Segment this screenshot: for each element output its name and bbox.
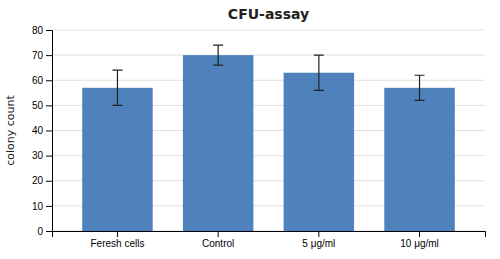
plot: 0 10 20 30 40 50 60 70 80 Feresh cells Control 5 μg… — [32, 25, 486, 249]
y-tick: 80 — [32, 25, 52, 36]
y-tick-label: 30 — [32, 150, 44, 161]
y-tick-mark — [46, 156, 52, 157]
x-tick-label: Control — [202, 238, 234, 249]
bar — [384, 88, 454, 231]
bars — [82, 45, 455, 231]
x-tick-mark — [117, 231, 118, 237]
x-tick-mark — [318, 231, 319, 237]
bar — [284, 73, 354, 231]
x-tick: 10 μg/ml — [400, 231, 439, 249]
y-tick-mark — [46, 105, 52, 106]
y-tick-mark — [46, 80, 52, 81]
y-tick: 0 — [37, 226, 52, 237]
y-tick-mark — [46, 131, 52, 132]
y-tick-label: 60 — [32, 75, 44, 86]
chart: 0 10 20 30 40 50 60 70 80 Feresh cells Control 5 μg… — [0, 0, 500, 259]
y-tick: 40 — [32, 125, 52, 136]
x-axis-line — [53, 232, 486, 238]
y-tick-label: 10 — [32, 201, 44, 212]
y-tick-label: 70 — [32, 50, 44, 61]
y-tick-label: 0 — [37, 226, 43, 237]
y-tick: 20 — [32, 175, 52, 186]
y-tick-mark — [46, 30, 52, 31]
x-tick: Feresh cells — [91, 231, 145, 249]
y-axis-title: colony count — [4, 95, 17, 166]
x-tick: Control — [202, 231, 234, 249]
y-tick-label: 40 — [32, 125, 44, 136]
x-tick-label: Feresh cells — [91, 238, 145, 249]
y-tick: 10 — [32, 201, 52, 212]
error-bar — [415, 75, 425, 100]
x-tick-mark — [419, 231, 420, 237]
x-tick-mark — [218, 231, 219, 237]
y-tick-mark — [46, 55, 52, 56]
y-tick-label: 80 — [32, 25, 44, 36]
x-tick-label: 10 μg/ml — [400, 238, 439, 249]
y-tick: 50 — [32, 100, 52, 111]
y-tick: 60 — [32, 75, 52, 86]
error-bar — [213, 45, 223, 65]
x-tick: 5 μg/ml — [302, 231, 335, 249]
title: CFU-assay — [228, 6, 309, 22]
error-bar — [314, 55, 324, 90]
y-axis: 0 10 20 30 40 50 60 70 80 — [32, 25, 53, 237]
y-tick: 30 — [32, 150, 52, 161]
y-tick: 70 — [32, 50, 52, 61]
y-tick-mark — [46, 231, 52, 232]
grid-line — [52, 30, 485, 31]
x-axis: Feresh cells Control 5 μg/ml 10 μg/ml — [53, 231, 486, 249]
x-tick-label: 5 μg/ml — [302, 238, 335, 249]
y-tick-mark — [46, 206, 52, 207]
grid-line — [52, 55, 485, 56]
error-bar — [112, 70, 122, 105]
bar — [82, 88, 152, 231]
y-tick-label: 20 — [32, 175, 44, 186]
y-tick-label: 50 — [32, 100, 44, 111]
y-axis-line — [46, 31, 53, 232]
y-tick-mark — [46, 181, 52, 182]
grid — [52, 30, 485, 231]
bar — [183, 55, 253, 231]
